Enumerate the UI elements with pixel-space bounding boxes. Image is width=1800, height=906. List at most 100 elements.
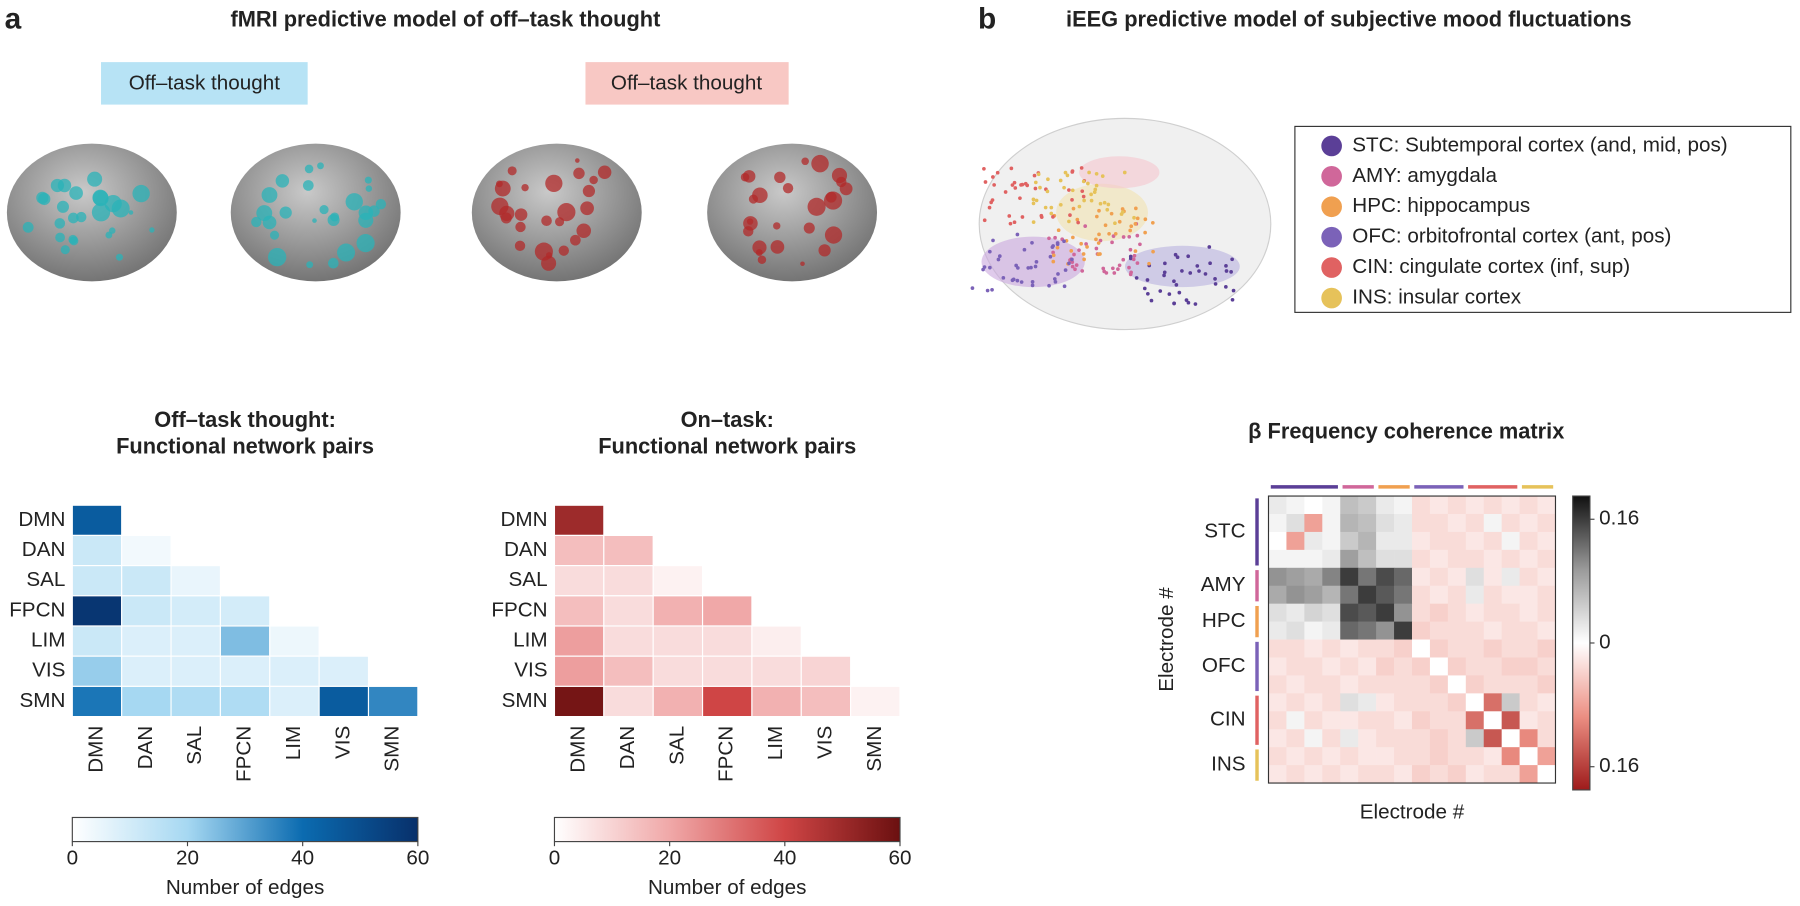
- matrix-cell: [1411, 531, 1431, 551]
- brain-node: [742, 170, 756, 183]
- matrix-cell: [1447, 603, 1467, 622]
- matrix-cell: [1268, 657, 1287, 676]
- matrix-cell: [1429, 513, 1449, 533]
- legend-marker: [1321, 166, 1342, 187]
- matrix-cell: [1376, 531, 1395, 551]
- electrode-dot: [1151, 249, 1155, 254]
- matrix-cell: [1465, 621, 1485, 640]
- electrode-dot: [1094, 246, 1099, 251]
- brain-label: Off–task thought: [611, 71, 762, 94]
- electrode-dot: [1098, 201, 1103, 206]
- electrode-dot: [1081, 194, 1086, 199]
- matrix-cell: [1537, 549, 1556, 569]
- electrode-dot: [1018, 196, 1022, 200]
- matrix-cell: [1358, 765, 1377, 784]
- matrix-cell: [1376, 603, 1395, 622]
- matrix-cell: [1465, 531, 1485, 551]
- electrode-dot: [1188, 271, 1193, 275]
- brain-node: [54, 218, 66, 229]
- matrix-cell: [1322, 693, 1341, 712]
- panel-letter: b: [978, 3, 996, 36]
- matrix-cell: [1537, 639, 1556, 658]
- electrode-dot: [1020, 182, 1025, 187]
- electrode-dot: [1067, 261, 1071, 266]
- matrix-cell: [1429, 567, 1449, 587]
- brain-node: [773, 222, 781, 230]
- matrix-cell: [1465, 585, 1485, 605]
- electrode-dot: [1089, 192, 1093, 197]
- matrix-cell: [1394, 693, 1413, 712]
- matrix-cell: [1394, 603, 1413, 622]
- matrix-cell: [1483, 549, 1503, 569]
- matrix-cell: [1447, 496, 1467, 515]
- electrode-dot: [1097, 232, 1101, 237]
- brain-node: [545, 174, 563, 193]
- brain-node: [330, 212, 340, 222]
- electrode-dot: [991, 238, 995, 243]
- matrix-cell: [1358, 621, 1377, 640]
- brain-node: [269, 230, 280, 240]
- electrode-dot: [1063, 170, 1068, 175]
- matrix-cell: [1340, 585, 1359, 605]
- electrode-dot: [1097, 208, 1101, 213]
- electrode-dot: [1109, 211, 1114, 216]
- matrix-cell: [1376, 675, 1395, 694]
- x-tick-label: LIM: [282, 726, 305, 760]
- matrix-cell: [1340, 675, 1359, 694]
- matrix-cell: [1447, 747, 1467, 766]
- electrode-dot: [1104, 271, 1109, 275]
- heatmap-cell: [269, 655, 320, 687]
- matrix-cell: [1483, 531, 1503, 551]
- matrix-cell: [1394, 765, 1413, 784]
- matrix-cell: [1340, 639, 1359, 658]
- brain-node: [115, 253, 124, 261]
- matrix-cell: [1429, 531, 1449, 551]
- electrode-dot: [1117, 263, 1122, 268]
- electrode-dot: [1083, 224, 1088, 228]
- electrode-dot: [1213, 277, 1217, 281]
- heatmap-cell: [269, 685, 320, 718]
- electrode-dot: [1081, 252, 1086, 256]
- matrix-cell: [1286, 603, 1305, 622]
- electrode-dot: [1001, 276, 1006, 280]
- brain-node: [87, 171, 103, 187]
- matrix-cell: [1501, 747, 1520, 766]
- y-tick-label: SMN: [502, 689, 548, 712]
- electrode-dot: [1070, 197, 1074, 202]
- matrix-cell: [1537, 585, 1556, 605]
- heatmap-cell: [71, 685, 123, 718]
- x-tick-label: LIM: [764, 726, 787, 760]
- electrode-dot: [1177, 290, 1182, 295]
- electrode-dot: [1128, 272, 1133, 277]
- electrode-dot: [1007, 214, 1012, 218]
- matrix-cell: [1465, 513, 1485, 533]
- electrode-dot: [1055, 245, 1060, 250]
- matrix-cell: [1447, 621, 1467, 640]
- brain-node: [575, 158, 580, 163]
- electrode-dot: [1134, 276, 1139, 280]
- brain-node: [337, 243, 356, 262]
- x-tick-label: SAL: [665, 726, 688, 765]
- matrix-cell: [1537, 621, 1556, 640]
- electrode-dot: [1203, 272, 1208, 276]
- brain-node: [67, 212, 79, 224]
- matrix-cell: [1429, 496, 1449, 515]
- matrix-cell: [1465, 747, 1485, 766]
- electrode-dot: [1086, 181, 1090, 186]
- label-box: [101, 62, 308, 105]
- matrix-cell: [1537, 693, 1556, 712]
- electrode-dot: [1022, 247, 1027, 252]
- electrode-dot: [1096, 241, 1101, 245]
- matrix-cell: [1465, 729, 1485, 748]
- matrix-cell: [1411, 693, 1431, 712]
- matrix-cell: [1429, 711, 1449, 730]
- colorbar: [553, 816, 901, 843]
- legend-label: OFC: orbitofrontal cortex (ant, pos): [1352, 225, 1671, 248]
- matrix-cell: [1519, 513, 1538, 533]
- brain-node: [825, 191, 837, 203]
- matrix-cell: [1501, 513, 1520, 533]
- electrode-dot: [1045, 189, 1050, 194]
- brain-node: [757, 255, 767, 265]
